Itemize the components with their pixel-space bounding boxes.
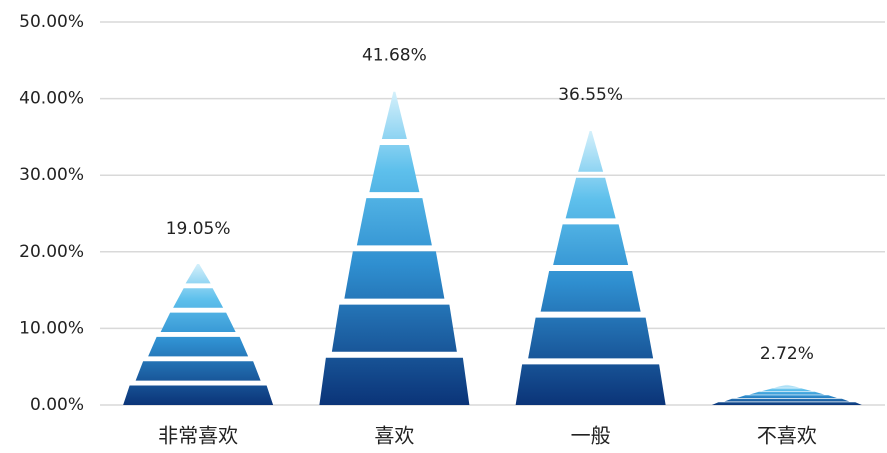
bar — [515, 131, 666, 406]
y-tick-label: 40.00% — [19, 89, 84, 109]
value-label: 36.55% — [558, 85, 623, 105]
value-label: 2.72% — [760, 344, 814, 364]
value-label: 41.68% — [362, 46, 427, 66]
y-tick-label: 10.00% — [19, 318, 84, 338]
bar — [123, 263, 274, 405]
x-tick-label: 喜欢 — [374, 424, 414, 448]
bar — [711, 384, 862, 405]
y-tick-label: 0.00% — [30, 395, 84, 415]
x-tick-label: 一般 — [571, 424, 611, 448]
y-tick-label: 50.00% — [19, 12, 84, 32]
y-tick-label: 30.00% — [19, 165, 84, 185]
y-tick-label: 20.00% — [19, 242, 84, 262]
value-label: 19.05% — [166, 219, 231, 239]
bar — [319, 91, 470, 405]
x-tick-label: 不喜欢 — [757, 424, 817, 448]
x-tick-label: 非常喜欢 — [158, 424, 238, 448]
